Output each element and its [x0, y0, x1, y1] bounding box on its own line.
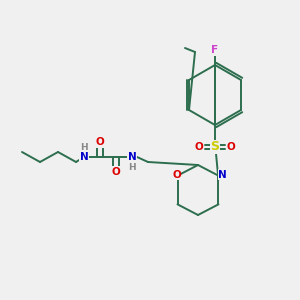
Text: F: F [212, 45, 219, 55]
Text: O: O [172, 170, 181, 180]
Text: O: O [112, 167, 120, 177]
Text: O: O [96, 137, 104, 147]
Text: H: H [80, 142, 88, 152]
Text: O: O [226, 142, 236, 152]
Text: N: N [80, 152, 88, 162]
Text: H: H [128, 163, 136, 172]
Text: N: N [218, 170, 227, 180]
Text: N: N [128, 152, 136, 162]
Text: O: O [195, 142, 203, 152]
Text: S: S [211, 140, 220, 154]
